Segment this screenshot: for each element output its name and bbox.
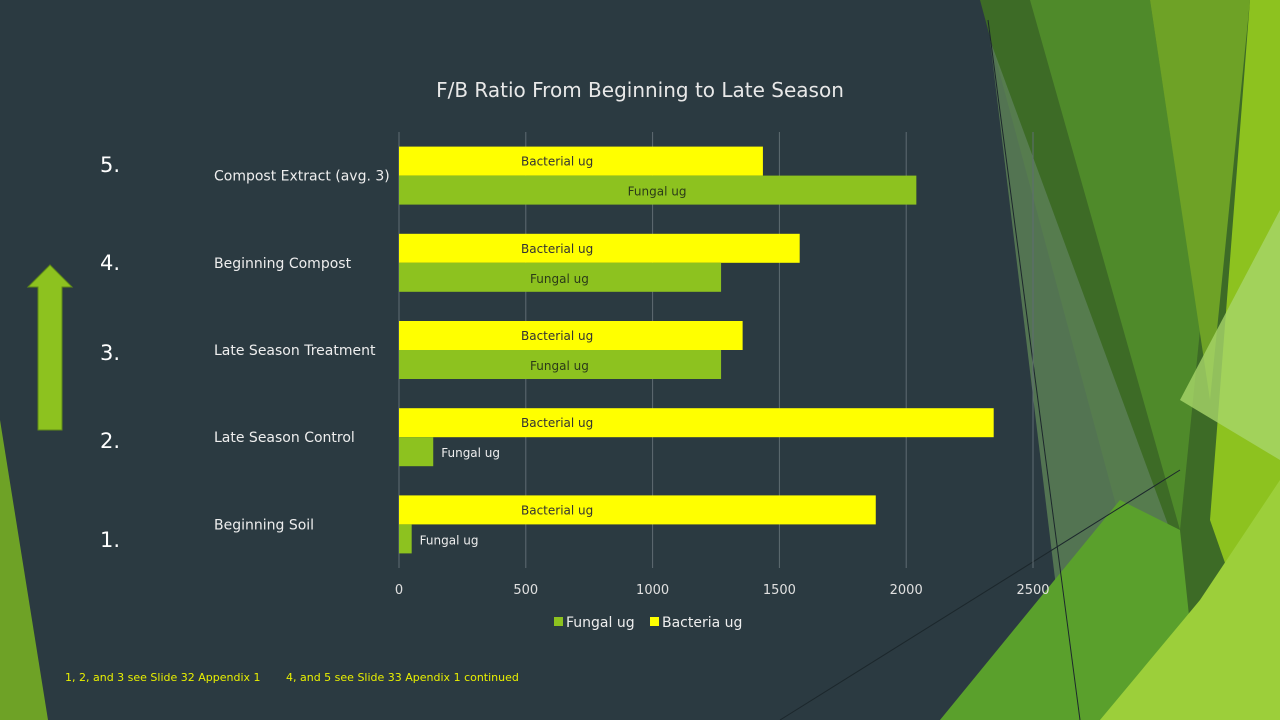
item-number-5: 5. — [100, 153, 121, 177]
data-label-bacteria: Bacterial ug — [521, 155, 593, 169]
bar-fungal — [399, 175, 917, 205]
bar-fungal — [399, 524, 412, 554]
x-tick-label: 500 — [513, 583, 538, 598]
chart-title: F/B Ratio From Beginning to Late Season — [436, 78, 844, 102]
data-label-fungal: Fungal ug — [420, 533, 479, 547]
bar-fungal — [399, 350, 722, 379]
x-tick-label: 1000 — [636, 583, 669, 598]
legend-swatch — [650, 617, 659, 626]
data-label-bacteria: Bacterial ug — [521, 329, 593, 343]
data-label-bacteria: Bacterial ug — [521, 242, 593, 256]
footnote-left: 1, 2, and 3 see Slide 32 Appendix 1 — [65, 671, 261, 684]
bar-fungal — [399, 437, 434, 467]
item-number-2: 2. — [100, 429, 121, 453]
x-tick-label: 2000 — [890, 583, 923, 598]
decor-shard — [1030, 0, 1200, 530]
item-number-4: 4. — [100, 251, 121, 275]
category-label: Beginning Compost — [214, 256, 352, 272]
legend-swatch — [554, 617, 563, 626]
footnote-right: 4, and 5 see Slide 33 Apendix 1 continue… — [286, 671, 519, 684]
data-label-bacteria: Bacterial ug — [521, 503, 593, 517]
item-number-3: 3. — [100, 341, 121, 365]
decor-line — [779, 469, 1181, 720]
x-tick-label: 2500 — [1016, 583, 1049, 598]
item-number-1: 1. — [100, 528, 121, 552]
x-tick-label: 0 — [395, 583, 403, 598]
decor-shard — [940, 500, 1200, 720]
bar-bacteria — [399, 408, 994, 438]
data-label-fungal: Fungal ug — [530, 359, 589, 373]
category-label: Beginning Soil — [214, 517, 314, 533]
legend-label: Bacteria ug — [662, 615, 742, 631]
bar-bacteria — [399, 495, 876, 525]
data-label-bacteria: Bacterial ug — [521, 416, 593, 430]
legend-label: Fungal ug — [566, 615, 635, 631]
decor-shard — [990, 40, 1170, 620]
data-label-fungal: Fungal ug — [441, 446, 500, 460]
up-arrow-icon — [26, 264, 74, 431]
decor-shard — [1150, 0, 1250, 400]
category-label: Late Season Control — [214, 430, 355, 446]
category-label: Late Season Treatment — [214, 343, 376, 359]
decor-shard — [1180, 210, 1280, 460]
bar-fungal — [399, 262, 722, 292]
bar-bacteria — [399, 146, 763, 176]
data-label-fungal: Fungal ug — [530, 272, 589, 286]
chart-legend: Fungal ug Bacteria ug — [554, 615, 742, 631]
decor-line — [987, 19, 1081, 720]
decor-shard — [0, 420, 48, 720]
decor-shard — [1100, 480, 1280, 720]
data-label-fungal: Fungal ug — [628, 185, 687, 199]
x-tick-label: 1500 — [763, 583, 796, 598]
bar-bacteria — [399, 321, 743, 350]
category-label: Compost Extract (avg. 3) — [214, 169, 390, 185]
bar-bacteria — [399, 233, 800, 263]
